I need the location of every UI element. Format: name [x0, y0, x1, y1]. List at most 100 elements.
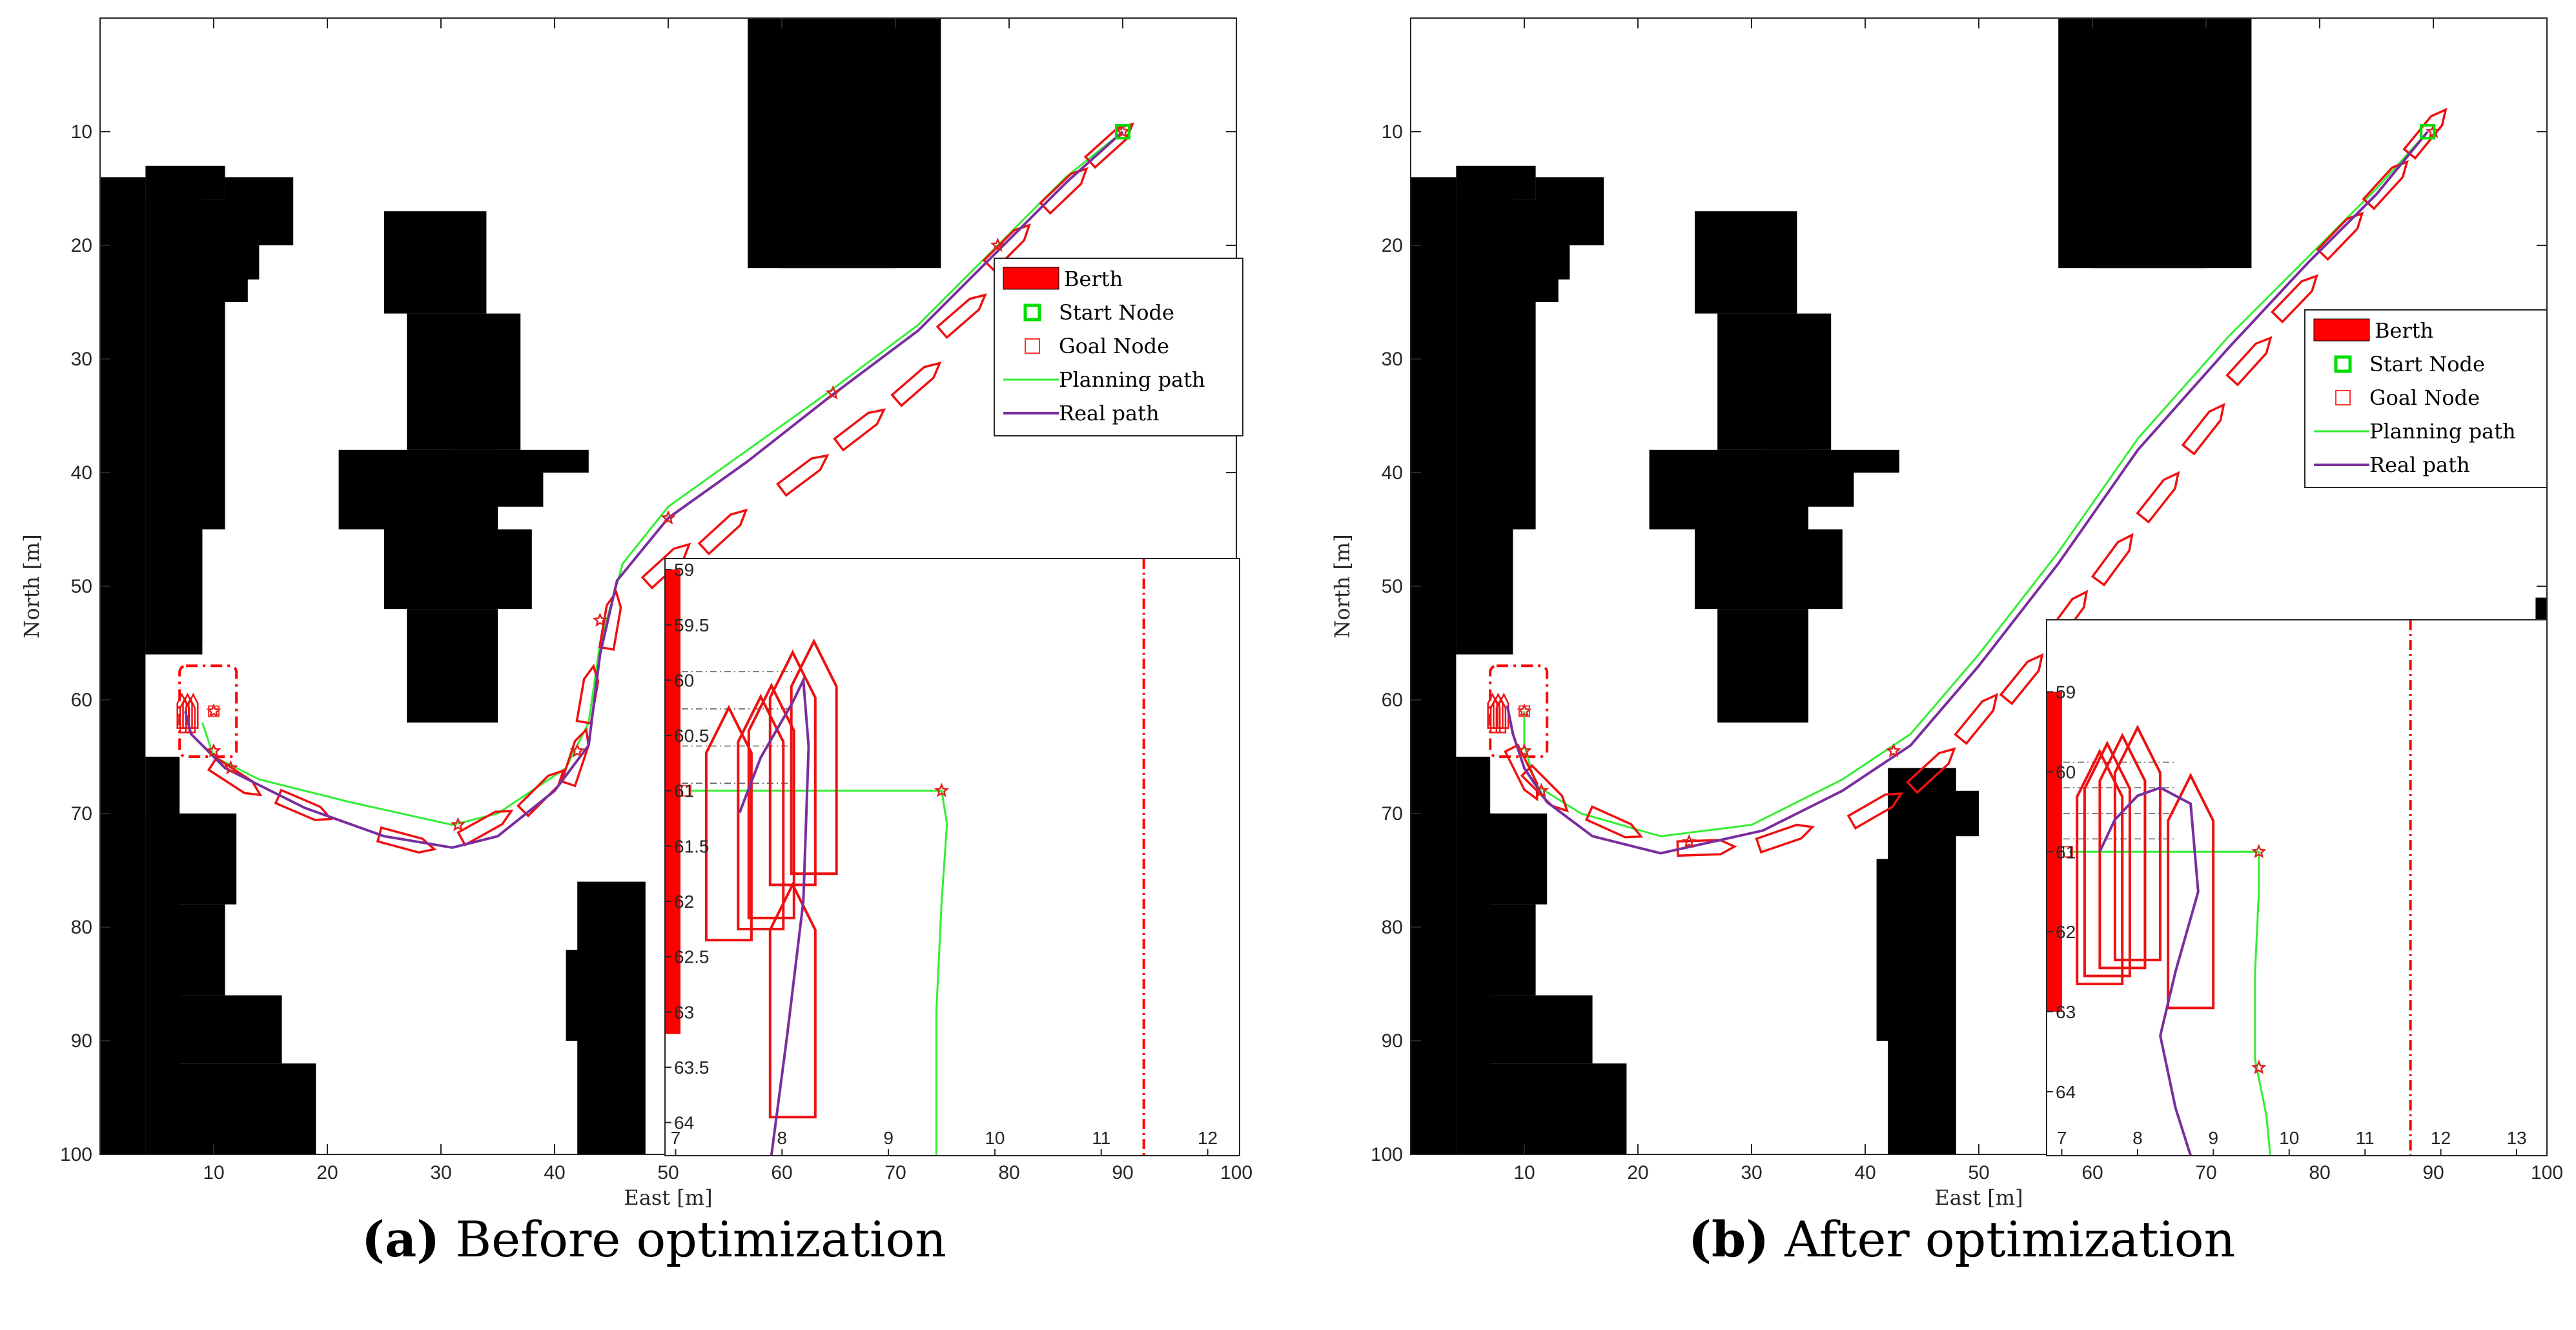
legend-key-berth	[2313, 318, 2370, 342]
x-tick-label: 10	[1513, 1162, 1535, 1183]
y-tick-label: 20	[71, 235, 92, 256]
ship-outline	[1520, 764, 1569, 813]
waypoint-star	[592, 612, 608, 627]
waypoint-star	[223, 760, 239, 775]
obstacle-block	[1808, 473, 1854, 507]
ship-outline	[2090, 533, 2134, 587]
y-axis-label: North [m]	[1330, 534, 1354, 639]
berth-zone	[1489, 664, 1549, 758]
obstacle-block	[1717, 609, 1808, 723]
inset-x-tick-label: 7	[2057, 1128, 2067, 1148]
inset-y-tick-label: 64	[2056, 1082, 2076, 1102]
y-tick-label: 90	[71, 1030, 92, 1052]
ship-outline	[1676, 839, 1737, 857]
ship-outlines	[176, 122, 1135, 854]
inset-y-tick-label: 59	[674, 560, 694, 580]
obstacle-block	[759, 75, 919, 245]
ship-outline	[935, 293, 987, 340]
inset-x-tick-label: 11	[1092, 1128, 1110, 1148]
obstacle-block	[1456, 165, 1536, 200]
x-tick-label: 70	[884, 1162, 906, 1183]
x-tick-label: 30	[1741, 1162, 1762, 1183]
y-tick-label: 70	[71, 803, 92, 824]
obstacle-block	[498, 473, 544, 507]
inset-x-tick-label: 12	[1198, 1128, 1218, 1148]
ship-outline	[376, 826, 437, 854]
obstacle-block	[452, 449, 589, 473]
inset-waypoint-star	[2251, 844, 2267, 859]
ship-outline	[1846, 792, 1904, 830]
x-tick-label: 80	[998, 1162, 1019, 1183]
waypoint-star	[660, 510, 676, 525]
caption-a-text: Before optimization	[440, 1211, 947, 1268]
y-tick-label: 100	[60, 1144, 92, 1165]
ship-outline	[833, 408, 886, 452]
inset-y-tick-label: 64	[674, 1113, 694, 1133]
inset-y-tick-label: 59	[2056, 682, 2076, 702]
legend: Berth Start Node Goal Node Planning path Rea…	[994, 258, 1243, 436]
ship-outline	[697, 508, 748, 556]
ship-outline	[560, 727, 590, 788]
inset-ship-outline	[768, 650, 817, 886]
ship-outline-berth	[188, 692, 199, 729]
ship-outline	[1954, 693, 1999, 745]
y-tick-label: 80	[71, 917, 92, 938]
obstacle-block	[1695, 211, 1797, 314]
obstacle-block	[1535, 177, 1604, 245]
caption-a: (a) Before optimization	[362, 1211, 946, 1268]
obstacle-block	[145, 813, 237, 905]
ship-outline	[2362, 159, 2409, 210]
inset-real-path	[2098, 786, 2200, 1156]
obstacle-block	[145, 529, 203, 655]
obstacle-block	[145, 995, 282, 1064]
inset-ship-outline	[2113, 724, 2162, 961]
obstacle-block	[100, 177, 146, 1154]
obstacle-block	[1876, 859, 1945, 1041]
waypoint-star	[1681, 834, 1697, 848]
inset-x-tick-label: 10	[2279, 1128, 2299, 1148]
obstacle-block	[1535, 245, 1570, 280]
obstacle-block	[1456, 302, 1536, 529]
y-tick-label: 100	[1371, 1144, 1403, 1165]
inset-x-tick-label: 9	[2209, 1128, 2219, 1148]
inset-ship-outline	[768, 881, 817, 1119]
x-tick-label: 70	[2195, 1162, 2216, 1183]
legend-key-goal	[1025, 338, 1040, 354]
x-tick-label: 10	[203, 1162, 224, 1183]
legend-key-goal	[2335, 390, 2351, 405]
real-path-line	[184, 130, 1124, 849]
ship-outline	[1999, 653, 2044, 706]
legend-entry-label: Real path	[2369, 453, 2470, 477]
x-tick-label: 80	[2309, 1162, 2330, 1183]
x-tick-label: 20	[1627, 1162, 1648, 1183]
legend-entry-label: Real path	[1059, 401, 1160, 425]
inset-content	[2047, 620, 2412, 1156]
inset-x-tick-label: 12	[2431, 1128, 2451, 1148]
ship-outline	[2136, 471, 2180, 524]
inset-y-tick-label: 59.5	[674, 615, 710, 635]
ship-outline	[2181, 403, 2225, 456]
inset-x-tick-label: 7	[671, 1128, 681, 1148]
obstacle-block	[2069, 75, 2229, 245]
y-tick-label: 20	[1382, 235, 1403, 256]
obstacle-block	[1945, 790, 1979, 837]
inset-x-tick-label: 13	[2506, 1128, 2526, 1148]
legend-entry-label: Start Node	[2369, 352, 2485, 376]
obstacle-block	[225, 245, 260, 280]
ship-outline	[274, 788, 333, 821]
obstacle-block	[384, 211, 487, 314]
x-tick-label: 20	[316, 1162, 338, 1183]
y-tick-label: 90	[1382, 1030, 1403, 1052]
legend-entry-label: Start Node	[1059, 300, 1174, 325]
inset-waypoint-star	[934, 783, 950, 797]
ship-outline	[1504, 743, 1538, 802]
ship-outline	[2270, 274, 2319, 323]
start-node-marker	[2420, 124, 2436, 139]
obstacle-block	[1763, 449, 1899, 473]
goal-node-marker	[208, 705, 220, 717]
inset-x-tick-label: 10	[985, 1128, 1005, 1148]
obstacle-block	[384, 529, 532, 609]
inset-x-tick-label: 8	[777, 1128, 788, 1148]
obstacles	[1411, 18, 2547, 1154]
inset-waypoint-star	[2251, 1059, 2267, 1074]
